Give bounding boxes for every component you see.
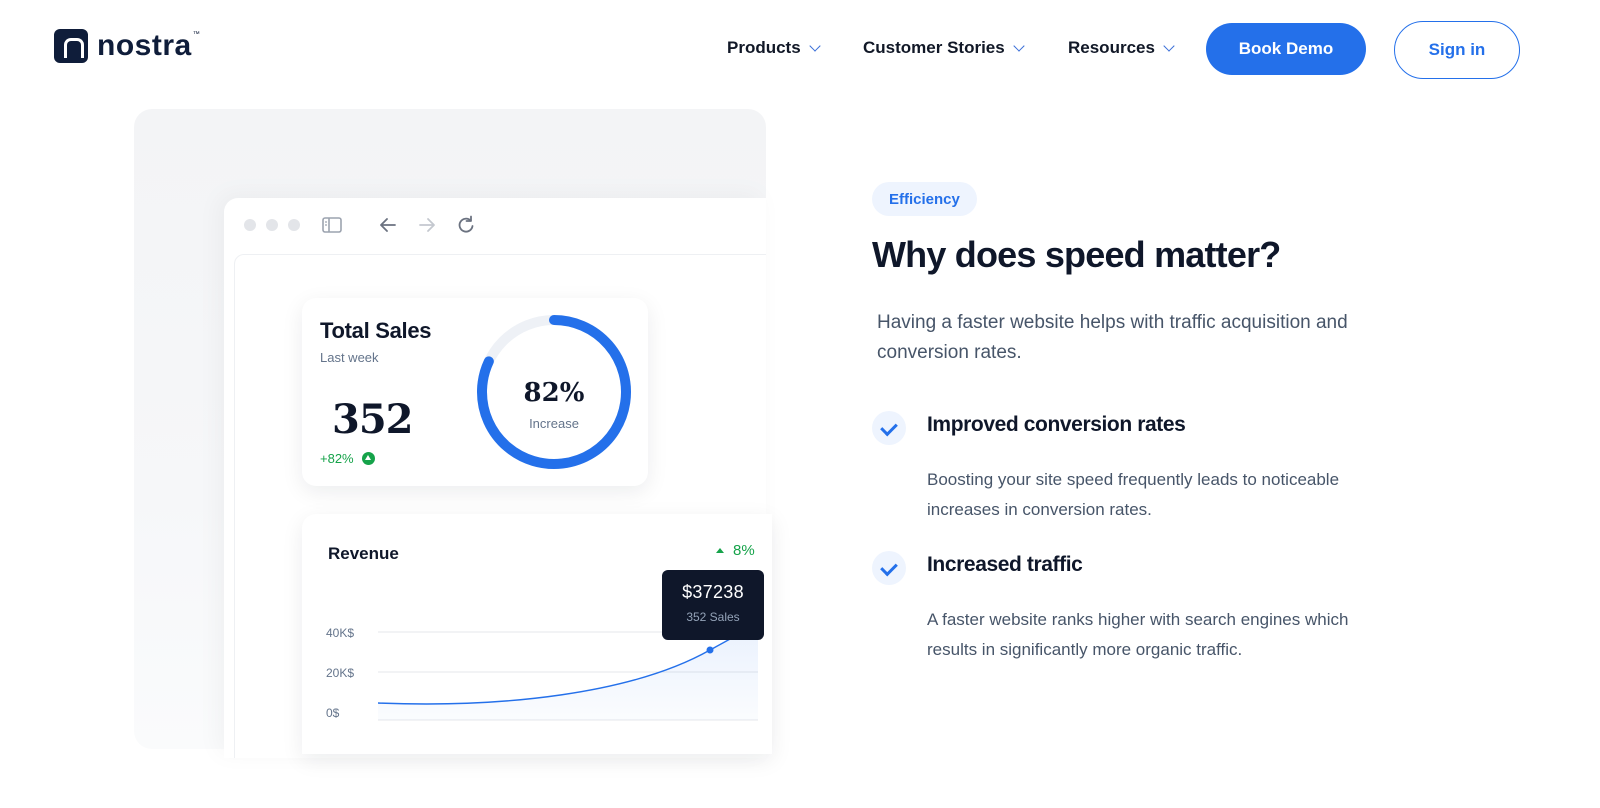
tooltip-sales: 352 Sales — [686, 610, 740, 624]
revenue-title: Revenue — [328, 544, 399, 563]
feature-title-conversion: Improved conversion rates — [927, 413, 1186, 436]
feature-body-conversion: Boosting your site speed frequently lead… — [927, 470, 1340, 519]
book-demo-button[interactable]: Book Demo — [1206, 23, 1366, 75]
donut-progress-arc — [477, 315, 631, 469]
back-arrow-icon — [380, 218, 396, 232]
section-heading: Why does speed matter? — [872, 234, 1281, 275]
revenue-card: 40K$ 20K$ 0$ Revenue 8% $37238 352 Sales — [302, 514, 772, 754]
total-sales-card: Total Sales Last week 352 +82% 82% Incre… — [302, 298, 648, 486]
revenue-area — [378, 622, 758, 720]
donut-value: 82% — [523, 378, 585, 408]
sign-in-button[interactable]: Sign in — [1394, 21, 1520, 79]
nav-products[interactable]: Products — [727, 38, 821, 58]
logo[interactable]: nostra ™ — [54, 29, 200, 63]
y-tick-label: 0$ — [326, 706, 340, 720]
nav-resources-label: Resources — [1068, 38, 1155, 57]
y-tick-label: 20K$ — [326, 666, 354, 680]
window-dot-icon — [266, 219, 278, 231]
nav-customer-stories-label: Customer Stories — [863, 38, 1005, 57]
nav-resources[interactable]: Resources — [1068, 38, 1175, 58]
chevron-down-icon — [809, 39, 821, 52]
total-sales-subtitle: Last week — [320, 350, 379, 365]
logo-trademark: ™ — [192, 31, 200, 38]
nav-customer-stories[interactable]: Customer Stories — [863, 38, 1025, 58]
increase-donut-chart: 82% Increase — [474, 312, 634, 472]
feature-body-traffic: A faster website ranks higher with searc… — [927, 610, 1349, 659]
total-sales-title: Total Sales — [320, 318, 432, 343]
donut-label: Increase — [529, 416, 579, 431]
nav-products-label: Products — [727, 38, 801, 57]
forward-arrow-icon — [419, 218, 435, 232]
y-tick-label: 40K$ — [326, 626, 354, 640]
checkmark-icon — [872, 411, 906, 445]
revenue-trend: 8% — [716, 542, 755, 559]
trend-up-icon — [716, 548, 724, 553]
chevron-down-icon — [1013, 39, 1025, 52]
revenue-highlight-point[interactable] — [706, 646, 714, 654]
total-sales-delta: +82% — [320, 451, 375, 466]
revenue-trend-value: 8% — [733, 542, 755, 559]
revenue-tooltip: $37238 352 Sales — [662, 570, 764, 640]
total-sales-delta-text: +82% — [320, 451, 354, 466]
window-dot-icon — [288, 219, 300, 231]
tooltip-value: $37238 — [682, 582, 744, 602]
arrow-up-icon — [361, 452, 375, 465]
reload-icon — [458, 215, 474, 233]
browser-toolbar — [224, 198, 766, 252]
logo-text: nostra — [97, 29, 192, 62]
window-dot-icon — [244, 219, 256, 231]
checkmark-icon — [872, 551, 906, 585]
total-sales-value: 352 — [332, 396, 413, 443]
efficiency-badge: Efficiency — [872, 182, 977, 216]
feature-title-traffic: Increased traffic — [927, 553, 1083, 576]
section-intro: Having a faster website helps with traff… — [877, 312, 1348, 363]
chevron-down-icon — [1163, 39, 1175, 52]
sidebar-toggle-icon — [322, 217, 342, 233]
logo-mark-icon — [54, 29, 88, 63]
